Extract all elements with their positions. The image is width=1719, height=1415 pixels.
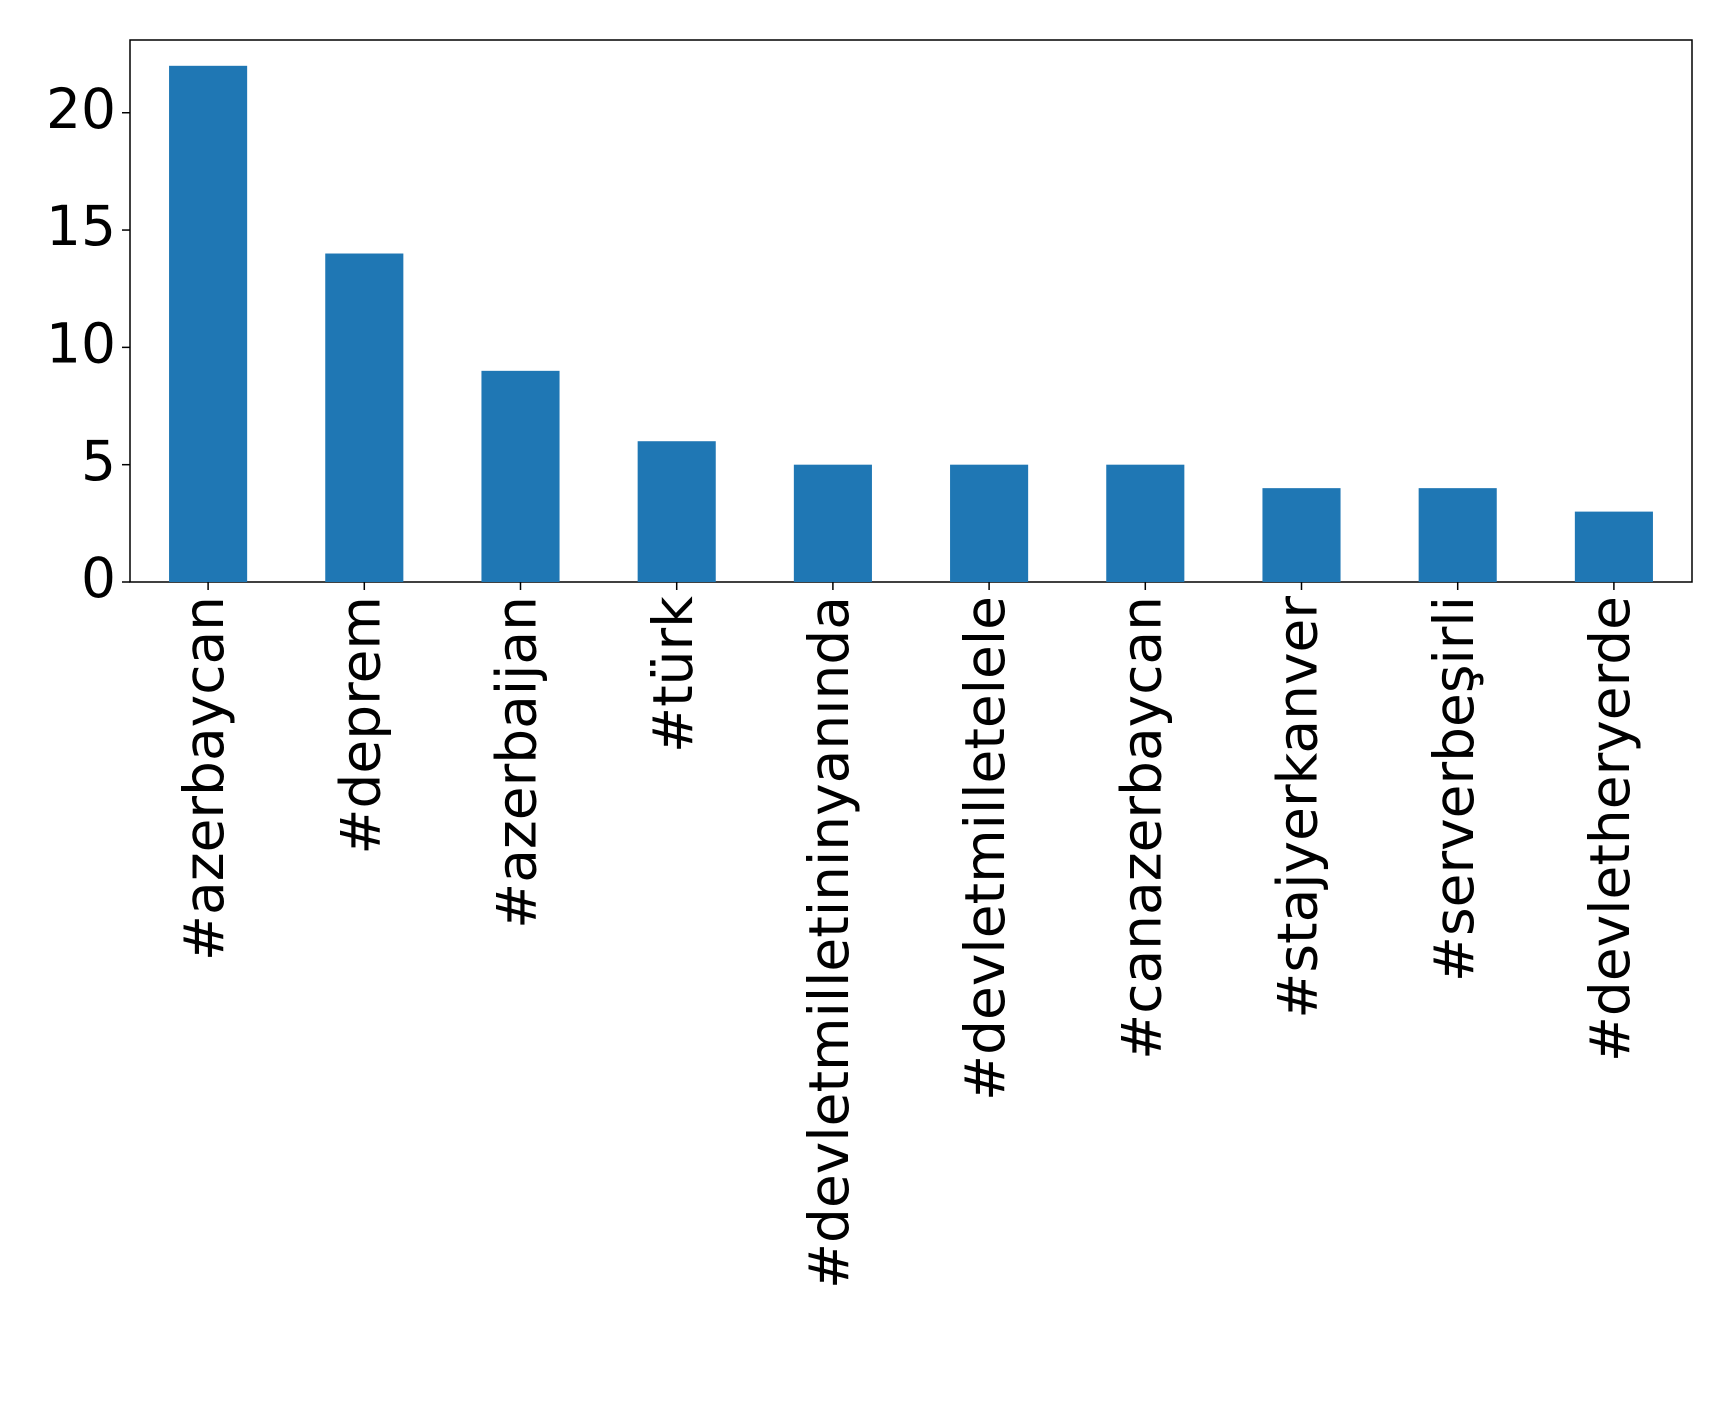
x-tick-label: #canazerbaycan — [1109, 596, 1173, 1060]
y-tick-label: 0 — [81, 546, 116, 610]
bar — [1262, 488, 1341, 582]
x-tick-label: #türk — [641, 596, 705, 753]
x-tick-label: #stajyerkanver — [1266, 596, 1330, 1019]
bar — [637, 441, 716, 582]
bar — [325, 253, 404, 583]
x-tick-label: #devletmilletininyanında — [797, 596, 861, 1289]
plot-frame — [129, 39, 1693, 583]
y-tick-label: 5 — [81, 429, 116, 493]
bar — [1418, 488, 1497, 582]
y-tick-label: 20 — [46, 77, 116, 141]
bar — [1106, 464, 1185, 582]
x-tick-label: #deprem — [328, 596, 392, 855]
x-tick-label: #devletmilletelele — [953, 596, 1017, 1101]
x-tick-label: #devletheryerde — [1578, 596, 1642, 1062]
bar — [169, 65, 248, 583]
y-tick-label: 10 — [46, 312, 116, 376]
x-tick-label: #azerbaijan — [485, 596, 549, 929]
bar — [793, 464, 872, 582]
y-tick-label: 15 — [46, 194, 116, 258]
bar — [481, 370, 560, 582]
bar — [1574, 511, 1653, 582]
x-tick-label: #serverbeşirli — [1422, 596, 1486, 982]
x-tick-label: #azerbaycan — [172, 596, 236, 961]
bar — [950, 464, 1029, 582]
